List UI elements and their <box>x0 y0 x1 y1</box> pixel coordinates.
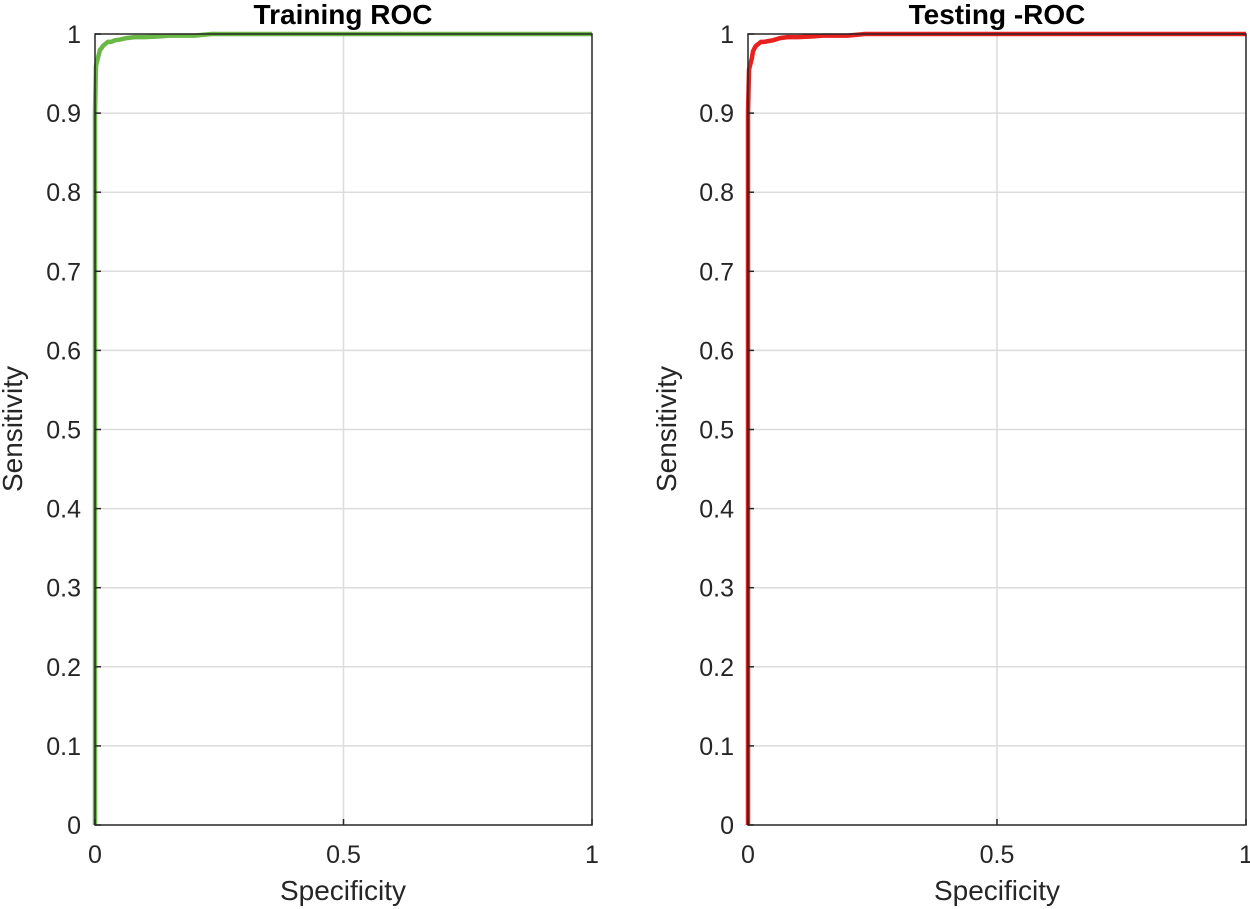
y-tick-label: 0.5 <box>46 417 81 445</box>
y-tick-label: 0.2 <box>699 654 734 682</box>
y-tick-label: 0.6 <box>699 337 734 365</box>
y-axis-ticks: 0 0.1 0.2 0.3 0.4 0.5 0.6 0.7 0.8 0.9 1 <box>46 21 101 840</box>
x-axis-label: Specificity <box>934 875 1060 906</box>
y-tick-label: 0.3 <box>699 575 734 603</box>
x-axis-ticks: 0 0.5 1 <box>741 819 1250 869</box>
y-tick-label: 0 <box>67 812 81 840</box>
y-tick-label: 0.9 <box>699 100 734 128</box>
chart-title: Training ROC <box>254 0 433 30</box>
y-tick-label: 0.1 <box>699 733 734 761</box>
gridlines <box>95 34 592 825</box>
y-tick-label: 0.8 <box>46 179 81 207</box>
x-tick-label: 1 <box>585 841 599 869</box>
y-tick-label: 1 <box>720 21 734 49</box>
y-tick-label: 0.7 <box>46 258 81 286</box>
y-tick-label: 0.3 <box>46 575 81 603</box>
y-tick-label: 0.8 <box>699 179 734 207</box>
testing-roc-chart: 00.10.20.30.40.50.60.70.80.91 0 0.5 1 Test… <box>651 0 1250 906</box>
y-tick-label: 0.4 <box>699 496 734 524</box>
x-tick-label: 1 <box>1239 841 1250 869</box>
y-tick-label: 0.5 <box>699 417 734 445</box>
y-axis-label: Sensitivity <box>651 366 682 492</box>
training-roc-chart: 00.10.20.30.40.50.60.70.80.91 0 0.5 1 Trai… <box>0 0 599 906</box>
y-tick-label: 0.4 <box>46 496 81 524</box>
x-tick-label: 0.5 <box>980 841 1015 869</box>
y-tick-label: 0 <box>720 812 734 840</box>
gridlines <box>748 34 1246 825</box>
x-axis-ticks: 0 0.5 1 <box>88 819 599 869</box>
y-tick-label: 0.1 <box>46 733 81 761</box>
x-tick-label: 0 <box>88 841 102 869</box>
y-tick-label: 0.2 <box>46 654 81 682</box>
x-tick-label: 0 <box>741 841 755 869</box>
y-tick-label: 1 <box>67 21 81 49</box>
y-axis-ticks: 0 0.1 0.2 0.3 0.4 0.5 0.6 0.7 0.8 0.9 1 <box>699 21 754 840</box>
x-tick-label: 0.5 <box>326 841 361 869</box>
y-tick-label: 0.7 <box>699 258 734 286</box>
y-tick-label: 0.6 <box>46 337 81 365</box>
y-axis-label: Sensitivity <box>0 366 28 492</box>
chart-title: Testing -ROC <box>909 0 1086 30</box>
y-tick-label: 0.9 <box>46 100 81 128</box>
x-axis-label: Specificity <box>280 875 406 906</box>
